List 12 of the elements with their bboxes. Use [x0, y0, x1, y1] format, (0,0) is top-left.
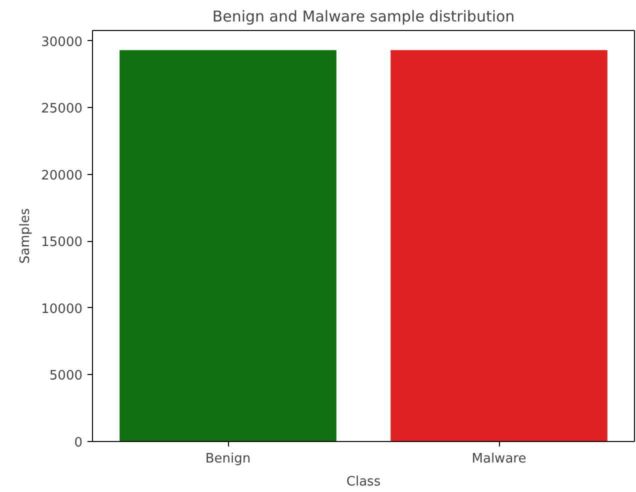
y-tick-label: 5000	[49, 368, 83, 384]
chart-title: Benign and Malware sample distribution	[212, 8, 515, 26]
x-tick-label: Malware	[472, 452, 526, 466]
y-tick-label: 20000	[41, 168, 83, 184]
y-tick-label: 30000	[41, 34, 83, 50]
y-tick-label: 15000	[41, 235, 83, 250]
y-tick-label: 10000	[41, 302, 83, 317]
y-axis-title: Samples	[18, 208, 34, 264]
y-tick-label: 25000	[41, 102, 83, 117]
y-tick-label: 0	[74, 436, 83, 450]
x-axis-title: Class	[346, 474, 381, 490]
x-tick-label: Benign	[205, 452, 251, 466]
